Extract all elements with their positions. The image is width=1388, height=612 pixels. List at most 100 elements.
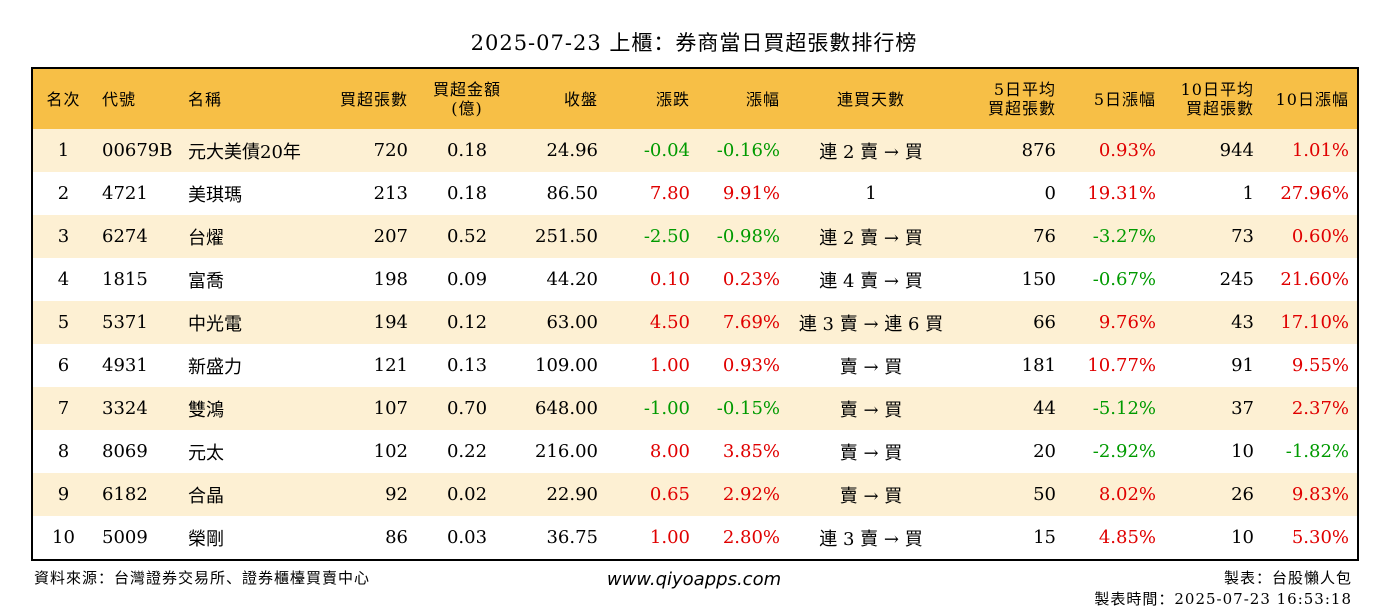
cell-avg5: 50 [954,473,1064,516]
cell-change: 1.00 [606,516,698,560]
cell-avg10: 245 [1164,258,1262,301]
cell-avg5: 876 [954,129,1064,172]
cell-avg10: 91 [1164,344,1262,387]
cell-pct5: -0.67% [1064,258,1164,301]
cell-pct5: 9.76% [1064,301,1164,344]
cell-avg5: 20 [954,430,1064,473]
cell-pct10: 9.83% [1262,473,1358,516]
header-pct10: 10日漲幅 [1262,68,1358,129]
cell-buy-amount: 0.03 [416,516,518,560]
table-row: 7 3324 雙鴻 107 0.70 648.00 -1.00 -0.15% 賣 → 買 44 -5… [32,387,1358,430]
cell-change-pct: 0.23% [698,258,788,301]
cell-buy-days: 賣 → 買 [788,473,954,516]
cell-buy-amount: 0.22 [416,430,518,473]
table-row: 3 6274 台燿 207 0.52 251.50 -2.50 -0.98% 連 2 賣 → 買… [32,215,1358,258]
cell-buy-amount: 0.09 [416,258,518,301]
cell-change-pct: 0.93% [698,344,788,387]
cell-buy-volume: 720 [320,129,416,172]
cell-name: 台燿 [180,215,320,258]
cell-avg10: 73 [1164,215,1262,258]
cell-code: 5009 [94,516,180,560]
cell-pct10: -1.82% [1262,430,1358,473]
cell-rank: 7 [32,387,94,430]
cell-rank: 8 [32,430,94,473]
cell-name: 富喬 [180,258,320,301]
cell-buy-amount: 0.18 [416,172,518,215]
cell-close: 44.20 [518,258,606,301]
cell-code: 4721 [94,172,180,215]
table-header-row: 名次 代號 名稱 買超張數 買超金額 (億) 收盤 漲跌 漲幅 連買天數 5日平均 買超張數 5日漲… [32,68,1358,129]
cell-change-pct: 9.91% [698,172,788,215]
cell-change: 1.00 [606,344,698,387]
cell-avg5: 76 [954,215,1064,258]
cell-change: -1.00 [606,387,698,430]
cell-change-pct: 7.69% [698,301,788,344]
cell-buy-volume: 92 [320,473,416,516]
ranking-table: 名次 代號 名稱 買超張數 買超金額 (億) 收盤 漲跌 漲幅 連買天數 5日平均 買超張數 5日漲… [31,67,1359,561]
cell-pct5: 10.77% [1064,344,1164,387]
cell-rank: 4 [32,258,94,301]
header-buy-volume: 買超張數 [320,68,416,129]
cell-rank: 5 [32,301,94,344]
cell-code: 3324 [94,387,180,430]
website-link[interactable]: www.qiyoapps.com [606,569,782,590]
header-code: 代號 [94,68,180,129]
cell-buy-amount: 0.13 [416,344,518,387]
cell-rank: 1 [32,129,94,172]
header-name: 名稱 [180,68,320,129]
cell-close: 109.00 [518,344,606,387]
cell-close: 36.75 [518,516,606,560]
cell-buy-volume: 107 [320,387,416,430]
cell-code: 00679B [94,129,180,172]
cell-buy-days: 1 [788,172,954,215]
cell-pct5: -3.27% [1064,215,1164,258]
cell-pct10: 5.30% [1262,516,1358,560]
cell-pct10: 0.60% [1262,215,1358,258]
cell-change-pct: -0.98% [698,215,788,258]
cell-close: 648.00 [518,387,606,430]
header-close: 收盤 [518,68,606,129]
cell-avg5: 150 [954,258,1064,301]
cell-buy-volume: 207 [320,215,416,258]
cell-buy-volume: 194 [320,301,416,344]
cell-buy-amount: 0.70 [416,387,518,430]
cell-pct10: 21.60% [1262,258,1358,301]
header-change-pct: 漲幅 [698,68,788,129]
cell-rank: 3 [32,215,94,258]
cell-name: 元太 [180,430,320,473]
header-buy-days: 連買天數 [788,68,954,129]
cell-pct5: 0.93% [1064,129,1164,172]
cell-avg5: 0 [954,172,1064,215]
cell-code: 6182 [94,473,180,516]
cell-buy-amount: 0.12 [416,301,518,344]
cell-change: 0.65 [606,473,698,516]
cell-avg10: 26 [1164,473,1262,516]
cell-pct5: -5.12% [1064,387,1164,430]
cell-rank: 10 [32,516,94,560]
table-row: 9 6182 合晶 92 0.02 22.90 0.65 2.92% 賣 → 買 50 8.02% 2… [32,473,1358,516]
cell-buy-days: 連 4 賣 → 買 [788,258,954,301]
cell-buy-days: 賣 → 買 [788,430,954,473]
cell-change-pct: 3.85% [698,430,788,473]
cell-buy-amount: 0.52 [416,215,518,258]
cell-close: 86.50 [518,172,606,215]
author-credit: 製表：台股懶人包 [1223,569,1352,587]
cell-change-pct: 2.92% [698,473,788,516]
header-pct5: 5日漲幅 [1064,68,1164,129]
header-avg5: 5日平均 買超張數 [954,68,1064,129]
cell-close: 63.00 [518,301,606,344]
cell-buy-amount: 0.02 [416,473,518,516]
cell-code: 4931 [94,344,180,387]
header-rank: 名次 [32,68,94,129]
cell-close: 251.50 [518,215,606,258]
cell-buy-volume: 102 [320,430,416,473]
made-time: 製表時間：2025-07-23 16:53:18 [1094,590,1352,608]
cell-name: 榮剛 [180,516,320,560]
cell-rank: 2 [32,172,94,215]
cell-change: 8.00 [606,430,698,473]
cell-code: 1815 [94,258,180,301]
cell-buy-amount: 0.18 [416,129,518,172]
cell-avg10: 944 [1164,129,1262,172]
cell-code: 6274 [94,215,180,258]
table-row: 2 4721 美琪瑪 213 0.18 86.50 7.80 9.91% 1 0 19.31% 1 27… [32,172,1358,215]
